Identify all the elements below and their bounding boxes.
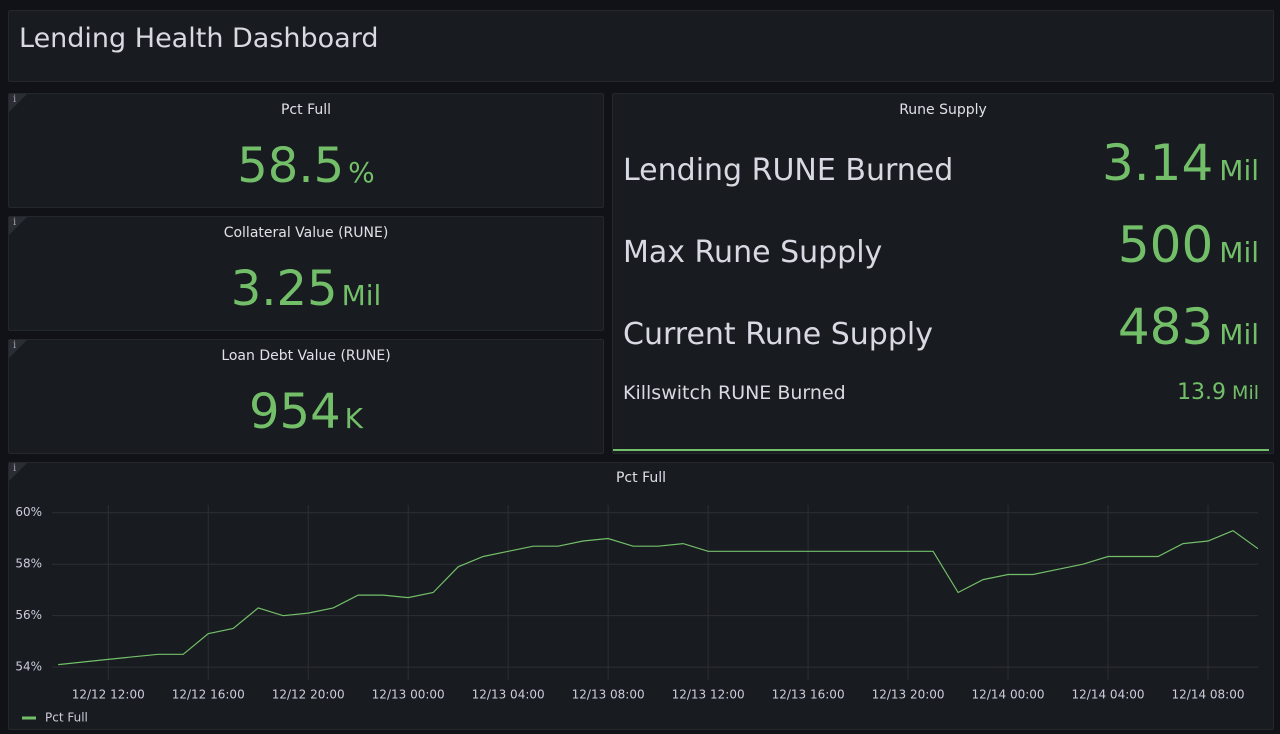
stat-value: 954 K (9, 384, 603, 440)
row-label: Current Rune Supply (623, 317, 933, 352)
value: 13.9 (1177, 380, 1227, 405)
row-label: Killswitch RUNE Burned (623, 382, 846, 404)
supply-row: Current Rune Supply 483 Mil (623, 298, 1259, 356)
supply-row: Killswitch RUNE Burned 13.9 Mil (623, 380, 1259, 405)
x-tick-label: 12/14 00:00 (972, 688, 1045, 702)
x-tick-label: 12/12 12:00 (72, 688, 145, 702)
panel-title: Loan Debt Value (RUNE) (221, 348, 391, 364)
stat-panel: i Loan Debt Value (RUNE) 954 K (8, 339, 604, 454)
value: 3.14 (1101, 134, 1214, 192)
stat-value: 3.25 Mil (9, 261, 603, 317)
info-icon[interactable]: i (9, 94, 27, 112)
unit: K (344, 402, 363, 435)
x-tick-label: 12/14 04:00 (1072, 688, 1145, 702)
value: 500 (1117, 216, 1214, 274)
stat-value: 58.5% (9, 138, 603, 194)
stat-panel: i Collateral Value (RUNE) 3.25 Mil (8, 216, 604, 331)
x-tick-label: 12/13 04:00 (472, 688, 545, 702)
chart-title: Pct Full (616, 470, 666, 486)
unit: Mil (1219, 154, 1259, 187)
series-line (58, 530, 1259, 666)
y-tick-label: 54% (15, 660, 42, 674)
value: 954 (249, 384, 341, 440)
supply-row: Lending RUNE Burned 3.14 Mil (623, 134, 1259, 192)
panel-title: Rune Supply (899, 102, 987, 118)
x-tick-label: 12/13 12:00 (672, 688, 745, 702)
x-tick-label: 12/13 16:00 (772, 688, 845, 702)
value: 483 (1117, 298, 1214, 356)
x-tick-label: 12/12 16:00 (172, 688, 245, 702)
info-icon[interactable]: i (9, 217, 27, 235)
y-tick-label: 58% (15, 557, 42, 571)
x-tick-label: 12/12 20:00 (272, 688, 345, 702)
x-tick-label: 12/13 08:00 (572, 688, 645, 702)
chart-panel: i (8, 462, 1274, 730)
info-icon[interactable]: i (9, 340, 27, 358)
unit: Mil (1232, 382, 1259, 404)
info-icon[interactable]: i (9, 463, 27, 481)
unit: % (348, 156, 375, 189)
unit: Mil (1219, 318, 1259, 351)
legend-label: Pct Full (45, 711, 88, 725)
sparkline-base (613, 449, 1269, 451)
y-tick-label: 60% (15, 505, 42, 519)
rune-supply-panel: Rune Supply Lending RUNE Burned 3.14 Mil M… (612, 93, 1274, 454)
x-tick-label: 12/13 00:00 (372, 688, 445, 702)
stat-panel: i Pct Full 58.5% (8, 93, 604, 208)
x-tick-label: 12/13 20:00 (872, 688, 945, 702)
value: 58.5 (237, 138, 345, 194)
panel-title: Collateral Value (RUNE) (223, 225, 389, 241)
supply-row: Max Rune Supply 500 Mil (623, 216, 1259, 274)
unit: Mil (341, 279, 382, 312)
y-tick-label: 56% (15, 608, 42, 622)
x-tick-label: 12/14 08:00 (1172, 688, 1245, 702)
row-label: Lending RUNE Burned (623, 153, 954, 188)
header-panel: Lending Health Dashboard (8, 10, 1274, 82)
row-label: Max Rune Supply (623, 235, 883, 270)
dashboard-title: Lending Health Dashboard (19, 23, 379, 54)
unit: Mil (1219, 236, 1259, 269)
panel-title: Pct Full (280, 102, 332, 118)
value: 3.25 (230, 261, 338, 317)
